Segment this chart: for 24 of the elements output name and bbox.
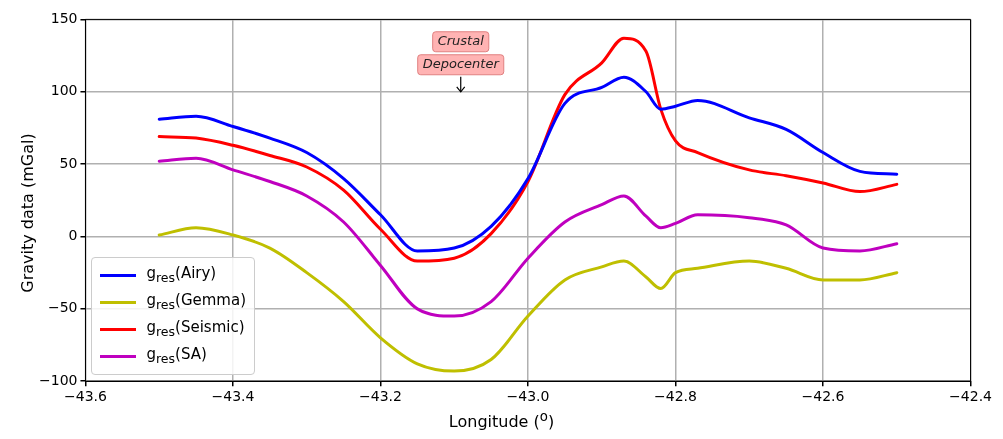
line-series [157, 75, 899, 253]
line-series [157, 156, 899, 318]
x-axis-title: Longitude ($^{o}$) [447, 408, 556, 431]
legend-label: g$_{res}$(Seismic) [146, 317, 245, 342]
annotation: Crustal Depocenter [422, 33, 501, 72]
y-tick-label: 100 [50, 82, 78, 99]
x-tick-label: −43.0 [506, 388, 550, 405]
y-tick-label: 150 [50, 10, 78, 27]
y-tick-label: 50 [59, 154, 78, 171]
line-series [157, 226, 899, 373]
x-tick-label: −42.4 [949, 388, 993, 405]
line-series [157, 36, 899, 263]
legend-label: g$_{res}$(SA) [146, 344, 207, 369]
x-tick-label: −42.6 [801, 388, 845, 405]
legend-label: g$_{res}$(Airy) [146, 263, 217, 288]
x-tick-label: −43.4 [211, 388, 255, 405]
x-tick-label: −42.8 [654, 388, 697, 405]
y-axis-title: Gravity data (mGal) [18, 133, 37, 293]
y-tick-label: −100 [39, 371, 78, 388]
y-tick-label: 0 [68, 227, 78, 244]
x-tick-label: −43.2 [359, 388, 402, 405]
y-tick-label: −50 [47, 299, 78, 316]
x-tick-label: −43.6 [64, 388, 107, 405]
legend-label: g$_{res}$(Gemma) [146, 290, 247, 315]
